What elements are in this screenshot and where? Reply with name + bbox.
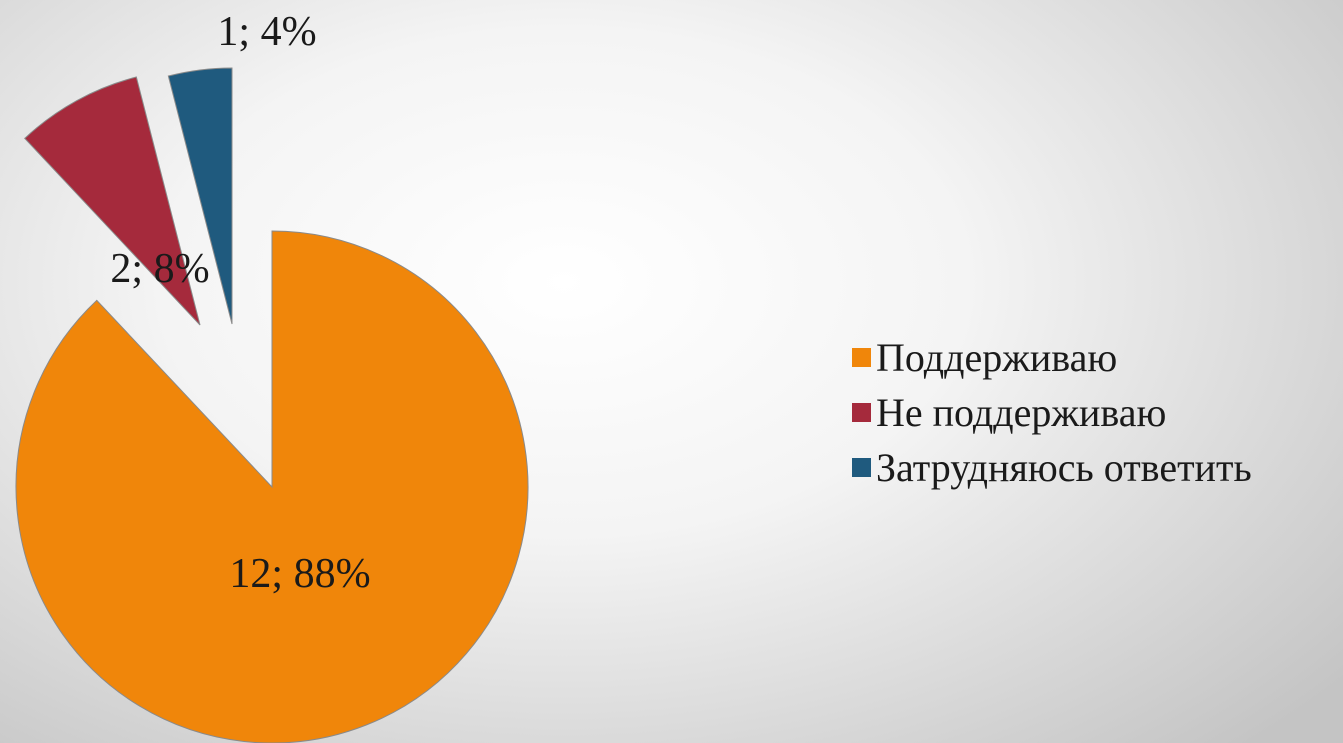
legend-swatch-ne-podderzhivayu <box>852 403 871 422</box>
slice-ne-podderzhivayu <box>24 76 201 326</box>
legend-swatch-podderzhivayu <box>852 348 871 367</box>
data-label-podderzhivayu: 12; 88% <box>229 551 370 597</box>
data-label-ne-podderzhivayu: 2; 8% <box>110 246 209 292</box>
slice-zatrudnyayus-otvetit <box>167 67 233 325</box>
slice-podderzhivayu <box>15 230 529 743</box>
legend-swatch-zatrudnyayus-otvetit <box>852 458 871 477</box>
legend-label-zatrudnyayus-otvetit: Затрудняюсь ответить <box>876 445 1252 490</box>
legend: Поддерживаю Не поддерживаю Затрудняюсь о… <box>852 330 1252 495</box>
legend-item-podderzhivayu: Поддерживаю <box>852 330 1252 385</box>
legend-label-podderzhivayu: Поддерживаю <box>876 335 1118 380</box>
data-label-zatrudnyayus-otvetit: 1; 4% <box>217 9 316 55</box>
legend-label-ne-podderzhivayu: Не поддерживаю <box>876 390 1167 435</box>
legend-item-zatrudnyayus-otvetit: Затрудняюсь ответить <box>852 440 1252 495</box>
legend-item-ne-podderzhivayu: Не поддерживаю <box>852 385 1252 440</box>
